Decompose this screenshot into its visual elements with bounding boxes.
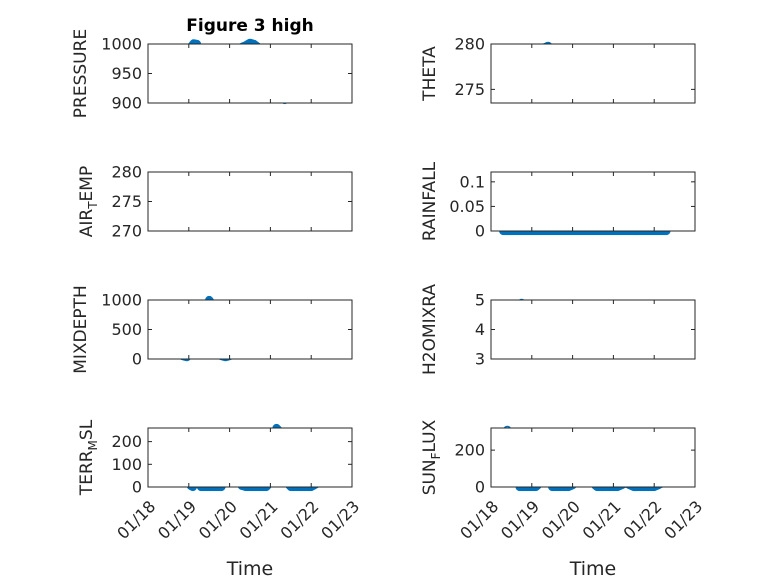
axes-box [490, 427, 696, 488]
y-tick-label: 0 [475, 478, 485, 497]
y-axis-label: MIXDEPTH [71, 285, 91, 374]
y-tick-label: 950 [111, 64, 142, 83]
y-axis-label: RAINFALL [420, 161, 440, 241]
y-tick-label: 0 [132, 350, 142, 369]
axes-box [490, 299, 696, 360]
y-tick-label: 0.05 [449, 197, 485, 216]
y-tick-label: 280 [454, 35, 485, 54]
x-axis-label: Time [226, 558, 274, 580]
y-tick-label: 1000 [101, 291, 142, 310]
subplot-air-temp: 270 275 280 AIRTEMP [77, 163, 353, 241]
subplot-pressure: 900 950 1000 PRESSURE Figure 3 high [71, 16, 353, 118]
y-tick-label: 0 [475, 222, 485, 241]
y-tick-label: 275 [111, 192, 142, 211]
axes-box [490, 171, 696, 232]
axes-box [147, 171, 353, 232]
axes-box [147, 43, 353, 104]
y-axis-label: H2OMIXRA [420, 284, 440, 375]
subplot-rainfall: 0 0.05 0.1 RAINFALL [420, 161, 696, 241]
y-axis-label: SUNFLUX [420, 419, 443, 495]
y-tick-label: 200 [454, 441, 485, 460]
y-tick-label: 500 [111, 320, 142, 339]
axes-box [147, 299, 353, 360]
subplot-theta: 275 280 THETA [420, 35, 696, 104]
chart-title: Figure 3 high [186, 16, 314, 36]
y-axis-label: THETA [420, 46, 440, 102]
y-tick-label: 4 [475, 320, 485, 339]
y-tick-label: 200 [111, 432, 142, 451]
y-tick-label: 280 [111, 163, 142, 182]
y-tick-label: 100 [111, 455, 142, 474]
subplot-mixdepth: 0 500 1000 MIXDEPTH [71, 285, 353, 374]
y-tick-label: 270 [111, 222, 142, 241]
axes-box [490, 43, 696, 104]
y-axis-label: TERRMSL [77, 419, 100, 496]
y-tick-label: 900 [111, 94, 142, 113]
subplot-h2omixra: 3 4 5 H2OMIXRA [420, 284, 696, 375]
y-tick-label: 1000 [101, 35, 142, 54]
x-axis-label: Time [569, 558, 617, 580]
y-tick-label: 0.1 [460, 172, 485, 191]
y-tick-label: 275 [454, 80, 485, 99]
y-tick-label: 3 [475, 350, 485, 369]
y-axis-label: AIRTEMP [77, 166, 100, 237]
subplot-terr-msl: 010020001/1801/1901/2001/2101/2201/23TER… [77, 419, 363, 580]
y-tick-label: 5 [475, 291, 485, 310]
axes-box [147, 427, 353, 488]
y-tick-label: 0 [132, 478, 142, 497]
y-axis-label: PRESSURE [71, 29, 91, 118]
